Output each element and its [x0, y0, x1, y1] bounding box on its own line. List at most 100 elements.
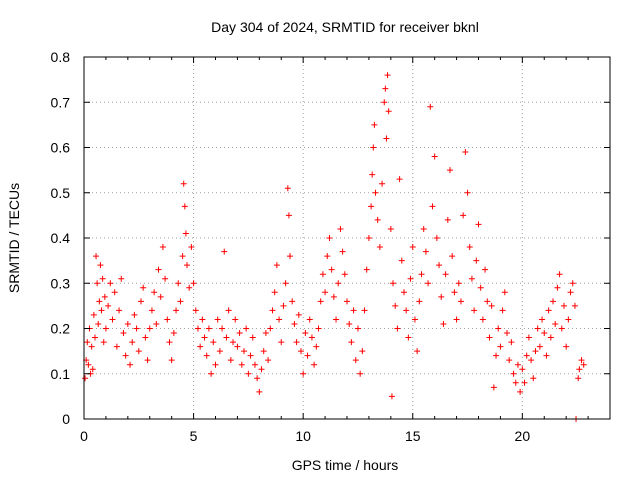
data-point	[205, 325, 212, 332]
data-point	[82, 375, 89, 382]
data-point	[330, 293, 337, 300]
data-point	[552, 320, 559, 327]
data-point	[247, 352, 254, 359]
data-point	[411, 316, 418, 323]
data-point	[571, 302, 578, 309]
data-point	[453, 316, 460, 323]
data-point	[398, 257, 405, 264]
data-points	[82, 72, 587, 422]
data-point	[354, 325, 361, 332]
data-point	[371, 121, 378, 128]
data-point	[352, 357, 359, 364]
data-point	[317, 298, 324, 305]
data-point	[223, 334, 230, 341]
data-point	[297, 348, 304, 355]
data-point	[291, 320, 298, 327]
data-point	[382, 85, 389, 92]
data-point	[308, 334, 315, 341]
data-point	[390, 280, 397, 287]
data-point	[127, 361, 134, 368]
data-point	[105, 302, 112, 309]
x-axis-tick-labels: 0 5 10 15 20	[80, 428, 530, 444]
data-point	[144, 357, 151, 364]
data-point	[311, 361, 318, 368]
data-point	[554, 284, 561, 291]
data-point	[387, 225, 394, 232]
data-point	[262, 330, 269, 337]
data-point	[361, 307, 368, 314]
data-point	[405, 334, 412, 341]
data-point	[122, 352, 129, 359]
data-point	[503, 330, 510, 337]
data-point	[293, 339, 300, 346]
data-point	[208, 370, 215, 377]
data-point	[578, 357, 585, 364]
data-point	[304, 352, 311, 359]
y-tick-label: 0.2	[51, 321, 71, 337]
data-point	[440, 320, 447, 327]
data-point	[96, 298, 103, 305]
data-point	[131, 311, 138, 318]
data-point	[322, 289, 329, 296]
y-tick-label: 0.3	[51, 275, 71, 291]
x-tick-label: 10	[295, 428, 311, 444]
data-point	[396, 176, 403, 183]
data-point	[565, 316, 572, 323]
data-point	[88, 343, 95, 350]
data-point	[532, 348, 539, 355]
data-point	[192, 307, 199, 314]
data-point	[384, 72, 391, 79]
data-point	[370, 144, 377, 151]
data-point	[442, 271, 449, 278]
data-point	[365, 235, 372, 241]
data-point	[219, 325, 226, 332]
data-point	[251, 361, 258, 368]
x-tick-label: 0	[80, 428, 88, 444]
data-point	[236, 330, 243, 337]
data-point	[525, 334, 532, 341]
data-point	[315, 325, 322, 332]
data-point	[326, 235, 333, 241]
data-point	[357, 370, 364, 377]
data-point	[528, 357, 535, 364]
x-tick-label: 5	[190, 428, 198, 444]
data-point	[124, 320, 131, 327]
data-point	[523, 352, 530, 359]
data-point	[499, 307, 506, 314]
data-point	[409, 244, 416, 251]
data-point	[118, 275, 125, 282]
data-point	[93, 253, 100, 260]
data-point	[153, 320, 160, 327]
data-point	[580, 361, 587, 368]
data-point	[89, 366, 96, 373]
data-point	[339, 248, 346, 255]
data-point	[425, 280, 432, 287]
data-point	[182, 230, 189, 237]
data-point	[159, 244, 166, 251]
data-point	[403, 307, 410, 314]
data-point	[521, 379, 528, 386]
data-point	[302, 330, 309, 337]
y-axis-title: SRMTID / TECUs	[6, 183, 22, 293]
data-point	[369, 171, 376, 178]
data-point	[560, 302, 567, 309]
data-point	[567, 289, 574, 296]
data-point	[166, 339, 173, 346]
data-point	[447, 167, 454, 174]
data-point	[225, 307, 232, 314]
data-point	[216, 348, 223, 355]
data-point	[400, 289, 407, 296]
data-point	[436, 262, 443, 269]
data-point	[107, 280, 114, 287]
data-point	[495, 325, 502, 332]
x-axis-title: GPS time / hours	[292, 457, 399, 473]
data-point	[146, 325, 153, 332]
data-point	[221, 248, 228, 255]
data-point	[85, 361, 92, 368]
data-point	[162, 275, 169, 282]
grid	[84, 57, 610, 419]
data-point	[97, 262, 104, 269]
data-point	[429, 203, 436, 210]
data-point	[519, 366, 526, 373]
data-point	[576, 366, 583, 373]
